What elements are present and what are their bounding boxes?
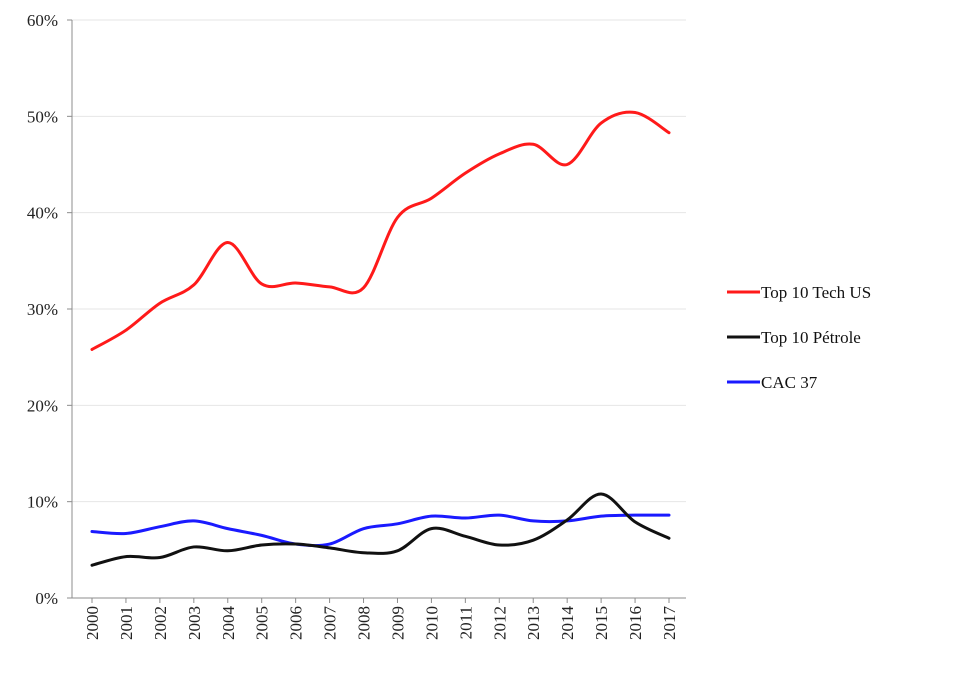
axes [67,19,686,603]
x-tick-label: 2008 [355,606,374,640]
x-tick-label: 2009 [388,606,407,640]
x-tick-label: 2000 [83,606,102,640]
legend-label: CAC 37 [761,373,818,392]
legend-item: Top 10 Pétrole [727,328,861,347]
series-line-top-10-tech-us [90,110,671,351]
gridlines [72,19,686,503]
y-tick-label: 50% [27,107,58,126]
legend-item: CAC 37 [727,373,818,392]
legend-item: Top 10 Tech US [727,283,871,302]
x-tick-label: 2014 [558,606,577,641]
x-tick-label: 2001 [117,606,136,640]
y-tick-label: 0% [35,589,58,608]
legend: Top 10 Tech US Top 10 Pétrole CAC 37 [727,283,871,392]
legend-label: Top 10 Pétrole [761,328,861,347]
y-tick-label: 10% [27,493,58,512]
x-tick-label: 2011 [456,606,475,639]
x-tick-label: 2006 [287,606,306,640]
x-tick-label: 2012 [490,606,509,640]
y-tick-label: 20% [27,396,58,415]
series-lines [90,110,671,567]
series-line-top-10-p-trole [90,492,671,567]
x-tick-label: 2004 [219,606,238,641]
x-tick-label: 2010 [422,606,441,640]
x-tick-label: 2003 [185,606,204,640]
x-tick-label: 2005 [253,606,272,640]
y-tick-label: 40% [27,204,58,223]
legend-label: Top 10 Tech US [761,283,871,302]
y-tick-label: 30% [27,300,58,319]
x-tick-label: 2017 [660,606,679,641]
x-tick-labels: 2000 2001 2002 2003 2004 2005 2006 2007 2008 2009… [83,606,679,641]
x-tick-label: 2007 [321,606,340,641]
x-tick-label: 2016 [626,606,645,640]
series-line-cac-37 [90,513,671,548]
x-tick-label: 2013 [524,606,543,640]
y-tick-label: 60% [27,11,58,30]
x-tick-label: 2002 [151,606,170,640]
y-tick-labels: 0% 10% 20% 30% 40% 50% 60% [27,11,58,608]
x-tick-label: 2015 [592,606,611,640]
